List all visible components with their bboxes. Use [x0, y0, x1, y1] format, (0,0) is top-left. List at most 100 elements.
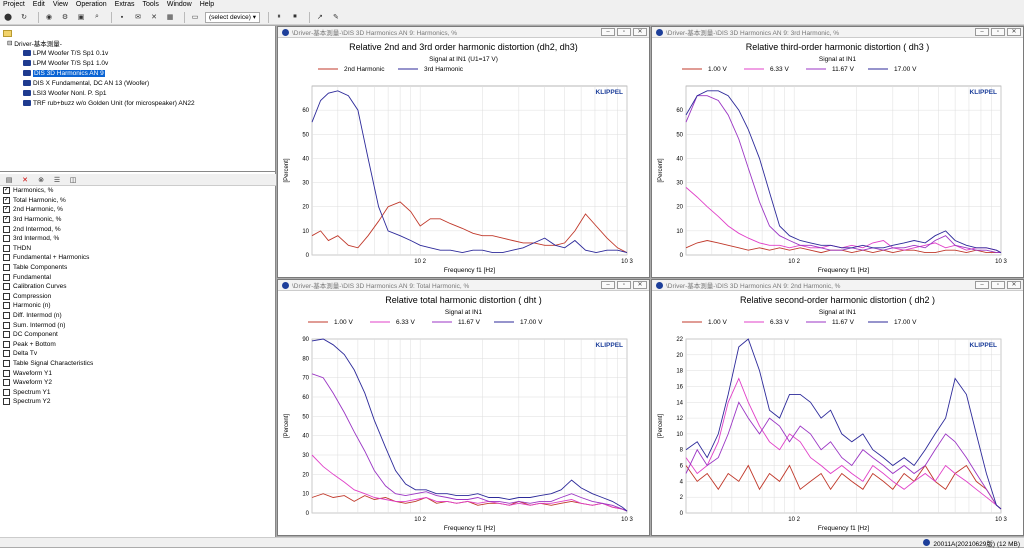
mail-icon[interactable]: ✉: [135, 14, 141, 21]
result-item[interactable]: ✓ Harmonics, %: [3, 186, 273, 196]
result-checkbox[interactable]: [3, 321, 10, 329]
minimize-button[interactable]: –: [601, 281, 615, 289]
device-icon[interactable]: ▣: [77, 14, 85, 21]
edit-icon[interactable]: ✎: [333, 14, 339, 21]
result-item[interactable]: 3rd Intermod, %: [3, 234, 273, 244]
window-titlebar[interactable]: \Driver-基本測量-\DIS 3D Harmonics AN 9: 3rd…: [652, 27, 1023, 38]
result-item[interactable]: ✓ Total Harmonic, %: [3, 196, 273, 206]
delete-icon[interactable]: ✕: [22, 176, 28, 184]
menu-project[interactable]: Project: [3, 1, 25, 8]
list-view-icon[interactable]: ☰: [53, 176, 61, 184]
result-checkbox[interactable]: [3, 302, 10, 310]
maximize-button[interactable]: ▫: [991, 281, 1005, 289]
close-button[interactable]: ✕: [1007, 281, 1021, 289]
result-checkbox[interactable]: [3, 388, 10, 396]
result-item[interactable]: Peak + Bottom: [3, 340, 273, 350]
result-item[interactable]: Waveform Y1: [3, 368, 273, 378]
result-checkbox[interactable]: ✓: [3, 206, 10, 214]
tree-root[interactable]: ⊟ Driver-基本測量-: [3, 38, 273, 48]
menu-window[interactable]: Window: [166, 1, 192, 8]
layout-icon[interactable]: ◫: [69, 176, 77, 184]
result-checkbox[interactable]: [3, 331, 10, 339]
result-checkbox[interactable]: [3, 398, 10, 406]
disk-icon[interactable]: ▦: [166, 14, 174, 21]
window-titlebar[interactable]: \Driver-基本測量-\DIS 3D Harmonics AN 9: Har…: [278, 27, 649, 38]
result-checkbox[interactable]: [3, 254, 10, 262]
menu-help[interactable]: Help: [199, 1, 215, 8]
device-select-icon[interactable]: ▭: [191, 14, 199, 21]
tree-expand-icon[interactable]: ⊟: [7, 40, 15, 47]
result-item[interactable]: Waveform Y2: [3, 378, 273, 388]
result-item[interactable]: 2nd Intermod, %: [3, 224, 273, 234]
result-item[interactable]: Spectrum Y1: [3, 387, 273, 397]
close-button[interactable]: ✕: [633, 281, 647, 289]
window-titlebar[interactable]: \Driver-基本測量-\DIS 3D Harmonics AN 9: Tot…: [278, 280, 649, 291]
minimize-button[interactable]: –: [975, 281, 989, 289]
minimize-button[interactable]: –: [975, 28, 989, 36]
chart-window[interactable]: \Driver-基本測量-\DIS 3D Harmonics AN 9: 3rd…: [651, 26, 1024, 278]
menu-extras[interactable]: Extras: [114, 1, 135, 8]
result-checkbox[interactable]: [3, 244, 10, 252]
new-window-icon[interactable]: ▤: [5, 176, 13, 184]
result-checkbox[interactable]: [3, 359, 10, 367]
result-item[interactable]: Calibration Curves: [3, 282, 273, 292]
result-item[interactable]: Sum. Intermod (n): [3, 320, 273, 330]
maximize-button[interactable]: ▫: [617, 28, 631, 36]
gear-icon[interactable]: ⚙: [61, 14, 69, 21]
project-icon[interactable]: ⬤: [4, 14, 12, 21]
operation-icon[interactable]: ◉: [45, 14, 53, 21]
result-checkbox[interactable]: [3, 235, 10, 243]
save-icon[interactable]: ▪: [120, 13, 124, 21]
minimize-button[interactable]: –: [601, 28, 615, 36]
chart-window[interactable]: \Driver-基本測量-\DIS 3D Harmonics AN 9: 2nd…: [651, 279, 1024, 536]
result-item[interactable]: Compression: [3, 292, 273, 302]
result-item[interactable]: Delta Tv: [3, 349, 273, 359]
result-checkbox[interactable]: [3, 292, 10, 300]
result-checkbox[interactable]: [3, 340, 10, 348]
chart-icon[interactable]: ↗: [317, 14, 323, 21]
tree-item[interactable]: TRF rub+buzz w/o Golden Unit (for micros…: [3, 98, 273, 108]
close-button[interactable]: ✕: [633, 28, 647, 36]
result-item[interactable]: ✓ 3rd Harmonic, %: [3, 215, 273, 225]
cancel-icon[interactable]: ⊗: [38, 176, 44, 184]
result-item[interactable]: Fundamental + Harmonics: [3, 253, 273, 263]
refresh-icon[interactable]: ↻: [21, 14, 27, 21]
pause-icon[interactable]: ⏸: [277, 13, 281, 20]
menu-view[interactable]: View: [52, 1, 68, 8]
chart-window[interactable]: \Driver-基本測量-\DIS 3D Harmonics AN 9: Tot…: [277, 279, 650, 536]
result-checkbox[interactable]: [3, 225, 10, 233]
result-checkbox[interactable]: [3, 312, 10, 320]
result-checkbox[interactable]: ✓: [3, 187, 10, 195]
result-checkbox[interactable]: [3, 379, 10, 387]
delete-icon[interactable]: ✕: [151, 14, 157, 21]
result-item[interactable]: Table Signal Characteristics: [3, 359, 273, 369]
search-icon[interactable]: ⌕: [95, 13, 99, 20]
result-item[interactable]: Diff. Intermod (n): [3, 311, 273, 321]
tree-item[interactable]: LPM Woofer T/S Sp1 0.1v: [3, 48, 273, 58]
maximize-button[interactable]: ▫: [617, 281, 631, 289]
stop-icon[interactable]: ⏹: [293, 13, 297, 20]
chart-window[interactable]: \Driver-基本測量-\DIS 3D Harmonics AN 9: Har…: [277, 26, 650, 278]
menu-edit[interactable]: Edit: [32, 1, 45, 8]
result-item[interactable]: DC Component: [3, 330, 273, 340]
maximize-button[interactable]: ▫: [991, 28, 1005, 36]
menu-tools[interactable]: Tools: [142, 1, 159, 8]
result-checkbox[interactable]: [3, 264, 10, 272]
close-button[interactable]: ✕: [1007, 28, 1021, 36]
menu-operation[interactable]: Operation: [75, 1, 107, 8]
result-item[interactable]: THDN: [3, 244, 273, 254]
result-checkbox[interactable]: [3, 369, 10, 377]
tree-item[interactable]: DIS 3D Harmonics AN 9: [3, 68, 273, 78]
result-item[interactable]: Spectrum Y2: [3, 397, 273, 407]
window-titlebar[interactable]: \Driver-基本測量-\DIS 3D Harmonics AN 9: 2nd…: [652, 280, 1023, 291]
tree-item[interactable]: LSI3 Woofer Nonl. P. Sp1: [3, 88, 273, 98]
tree-item[interactable]: DIS X Fundamental, DC AN 13 (Woofer): [3, 78, 273, 88]
result-checkbox[interactable]: [3, 273, 10, 281]
result-checkbox[interactable]: ✓: [3, 216, 10, 224]
result-checkbox[interactable]: ✓: [3, 196, 10, 204]
result-item[interactable]: Harmonic (n): [3, 301, 273, 311]
result-item[interactable]: ✓ 2nd Harmonic, %: [3, 205, 273, 215]
result-item[interactable]: Fundamental: [3, 272, 273, 282]
tree-item[interactable]: LPM Woofer T/S Sp1 1.0v: [3, 58, 273, 68]
result-checkbox[interactable]: [3, 283, 10, 291]
